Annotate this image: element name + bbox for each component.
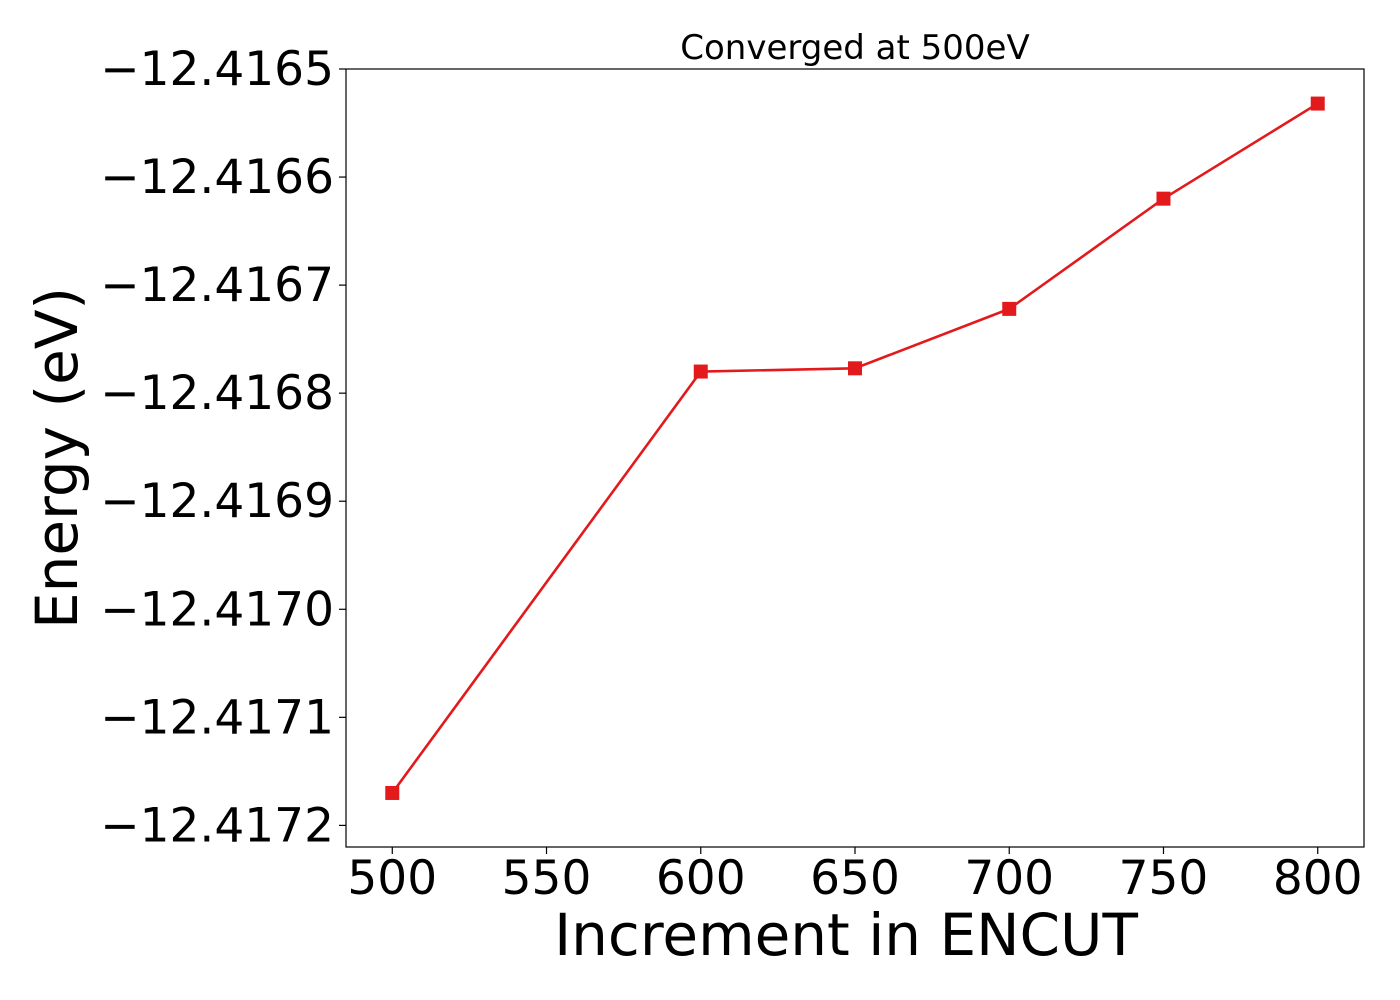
x-tick-label: 700: [964, 851, 1054, 906]
y-tick-label: −12.4166: [100, 150, 334, 205]
y-axis-ticks: −12.4172 −12.4171 −12.4170 −12.4169 −12.4168…: [100, 42, 346, 853]
x-tick-label: 750: [1119, 851, 1209, 906]
series-layer: [385, 96, 1325, 800]
x-tick-label: 550: [502, 851, 592, 906]
x-tick-label: 500: [347, 851, 437, 906]
x-tick-label: 800: [1273, 851, 1363, 906]
y-tick-label: −12.4168: [100, 366, 334, 421]
y-tick-label: −12.4167: [100, 258, 334, 313]
x-axis-label: Increment in ENCUT: [554, 901, 1138, 969]
data-point-marker: [848, 361, 862, 376]
data-point-marker: [1002, 301, 1017, 316]
x-axis-ticks: 500 550 600 650 700 750 800: [347, 847, 1363, 906]
series-line: [391, 102, 1319, 794]
y-tick-label: −12.4171: [100, 690, 334, 745]
y-axis-label: Energy (eV): [23, 287, 91, 629]
plot-area: [345, 68, 1365, 848]
data-point-marker: [385, 785, 400, 800]
x-tick-label: 600: [656, 851, 746, 906]
data-point-marker: [1310, 96, 1325, 111]
y-tick-label: −12.4170: [100, 582, 334, 637]
y-tick-label: −12.4169: [100, 474, 334, 529]
data-point-marker: [1156, 191, 1171, 206]
y-tick-label: −12.4165: [100, 42, 334, 97]
x-tick-label: 650: [810, 851, 900, 906]
chart-title: Converged at 500eV: [680, 28, 1029, 68]
y-tick-label: −12.4172: [100, 798, 334, 853]
data-point-marker: [693, 364, 708, 379]
